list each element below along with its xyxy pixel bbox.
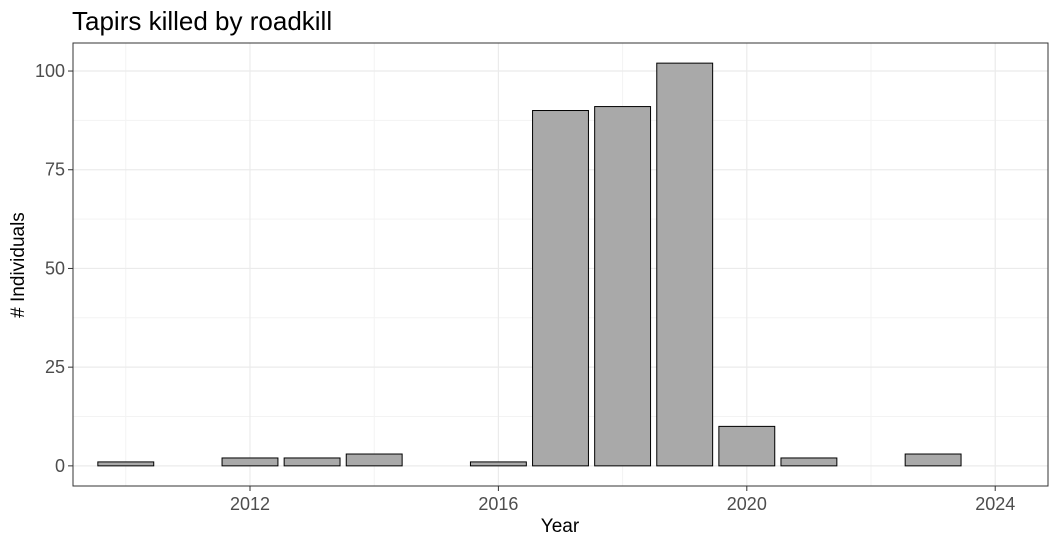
y-tick-label: 0 bbox=[55, 456, 65, 476]
x-tick-label: 2020 bbox=[727, 494, 767, 514]
bar-2012 bbox=[221, 457, 279, 467]
bar-2010 bbox=[97, 461, 155, 467]
y-tick-label: 75 bbox=[45, 160, 65, 180]
bar-2018 bbox=[594, 106, 652, 467]
chart-title: Tapirs killed by roadkill bbox=[72, 6, 332, 36]
bar-2013 bbox=[283, 457, 341, 467]
bar-2020 bbox=[718, 425, 776, 467]
y-tick-label: 25 bbox=[45, 357, 65, 377]
bar-2019 bbox=[656, 62, 714, 467]
x-tick-label: 2016 bbox=[478, 494, 518, 514]
y-tick-label: 100 bbox=[35, 61, 65, 81]
panel-border bbox=[72, 42, 1049, 487]
bar-2017 bbox=[532, 110, 589, 467]
y-tick-label: 50 bbox=[45, 258, 65, 278]
x-axis: 2012 2016 2020 2024 bbox=[230, 486, 1015, 514]
bar-2016 bbox=[469, 461, 527, 467]
bar-2021 bbox=[780, 457, 838, 467]
bar-series bbox=[97, 62, 962, 467]
bar-2023 bbox=[904, 453, 962, 467]
y-axis-title: # Individuals bbox=[8, 212, 29, 318]
y-axis: 0 25 50 75 100 bbox=[35, 61, 73, 476]
bar-2014 bbox=[345, 453, 403, 467]
x-axis-title: Year bbox=[541, 516, 580, 537]
x-tick-label: 2012 bbox=[230, 494, 270, 514]
x-tick-label: 2024 bbox=[975, 494, 1015, 514]
